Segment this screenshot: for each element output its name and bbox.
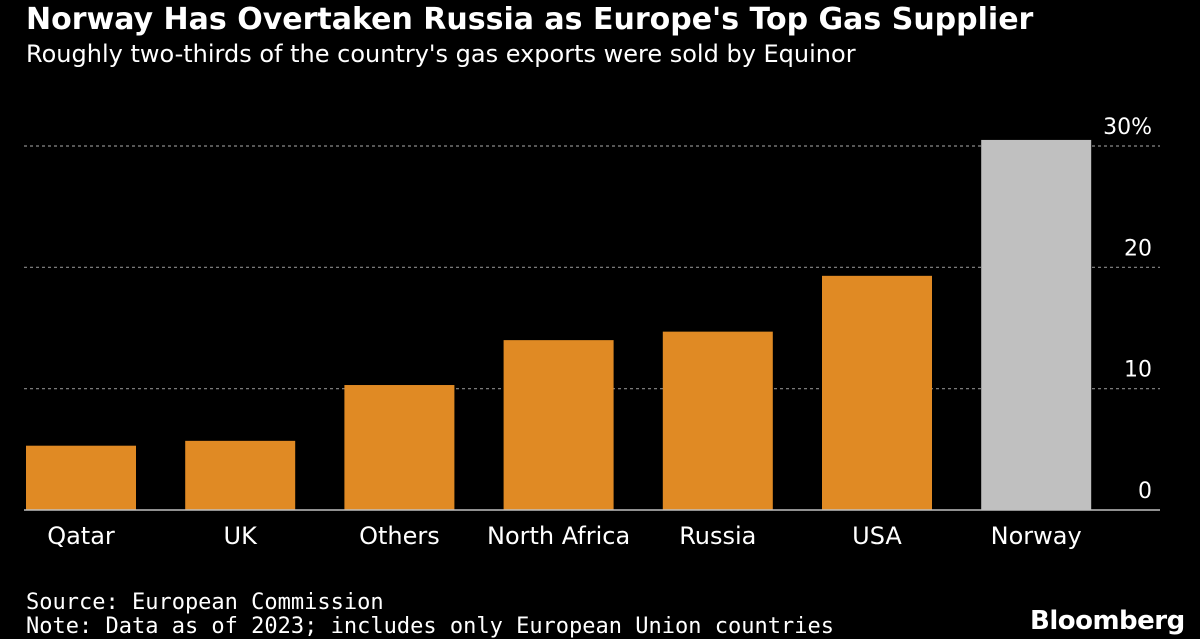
chart-subtitle: Roughly two-thirds of the country's gas … <box>26 40 856 68</box>
x-category-label: Qatar <box>47 522 115 550</box>
bar-uk <box>185 440 296 510</box>
bar-north-africa <box>503 340 614 510</box>
x-category-label: Norway <box>991 522 1082 550</box>
data-note: Note: Data as of 2023; includes only Eur… <box>26 614 834 639</box>
x-category-label: Others <box>359 522 440 550</box>
x-category-label: UK <box>224 522 259 550</box>
x-category-label: Russia <box>679 522 756 550</box>
chart-title: Norway Has Overtaken Russia as Europe's … <box>26 2 1034 37</box>
bar-usa <box>822 275 932 510</box>
y-tick-label: 20 <box>1124 236 1152 261</box>
x-category-label: North Africa <box>487 522 630 550</box>
bar-qatar <box>26 445 136 510</box>
y-tick-label: 0 <box>1138 479 1152 504</box>
bar-others <box>344 385 455 510</box>
y-tick-label: 10 <box>1124 358 1152 383</box>
bloomberg-logo: Bloomberg <box>1030 606 1185 636</box>
x-category-label: USA <box>852 522 902 550</box>
y-tick-label: 30% <box>1103 115 1152 140</box>
source-note: Source: European Commission <box>26 590 384 615</box>
bar-norway <box>981 139 1092 510</box>
bar-russia <box>662 331 773 510</box>
